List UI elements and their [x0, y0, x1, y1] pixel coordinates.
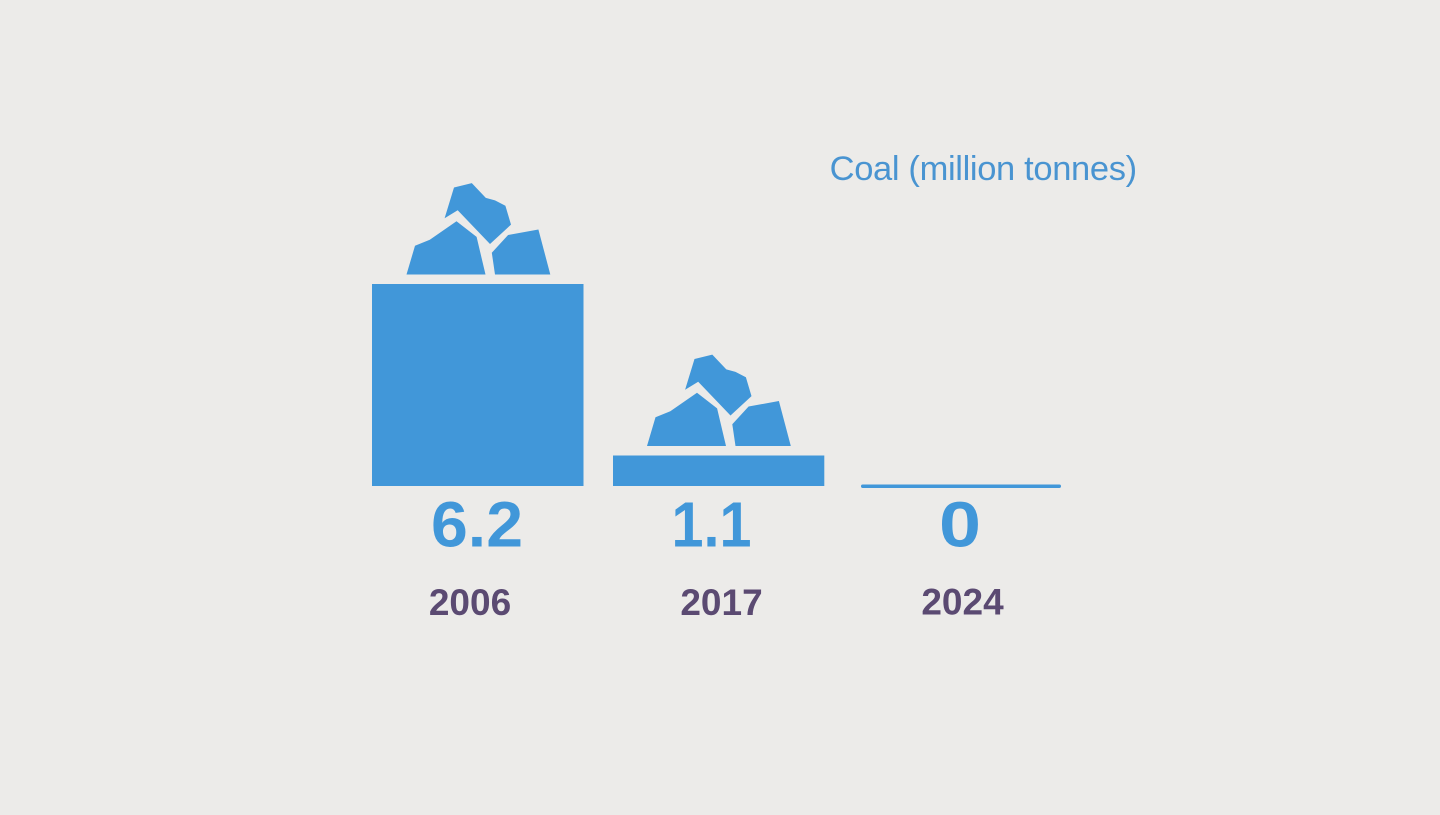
svg-text:1.1: 1.1: [672, 489, 752, 561]
svg-text:6.2: 6.2: [431, 489, 523, 561]
svg-text:2006: 2006: [429, 582, 511, 623]
svg-text:2017: 2017: [680, 582, 762, 623]
svg-text:0: 0: [939, 489, 981, 561]
svg-text:2024: 2024: [921, 582, 1004, 623]
svg-text:Coal (million tonnes): Coal (million tonnes): [830, 150, 1137, 188]
